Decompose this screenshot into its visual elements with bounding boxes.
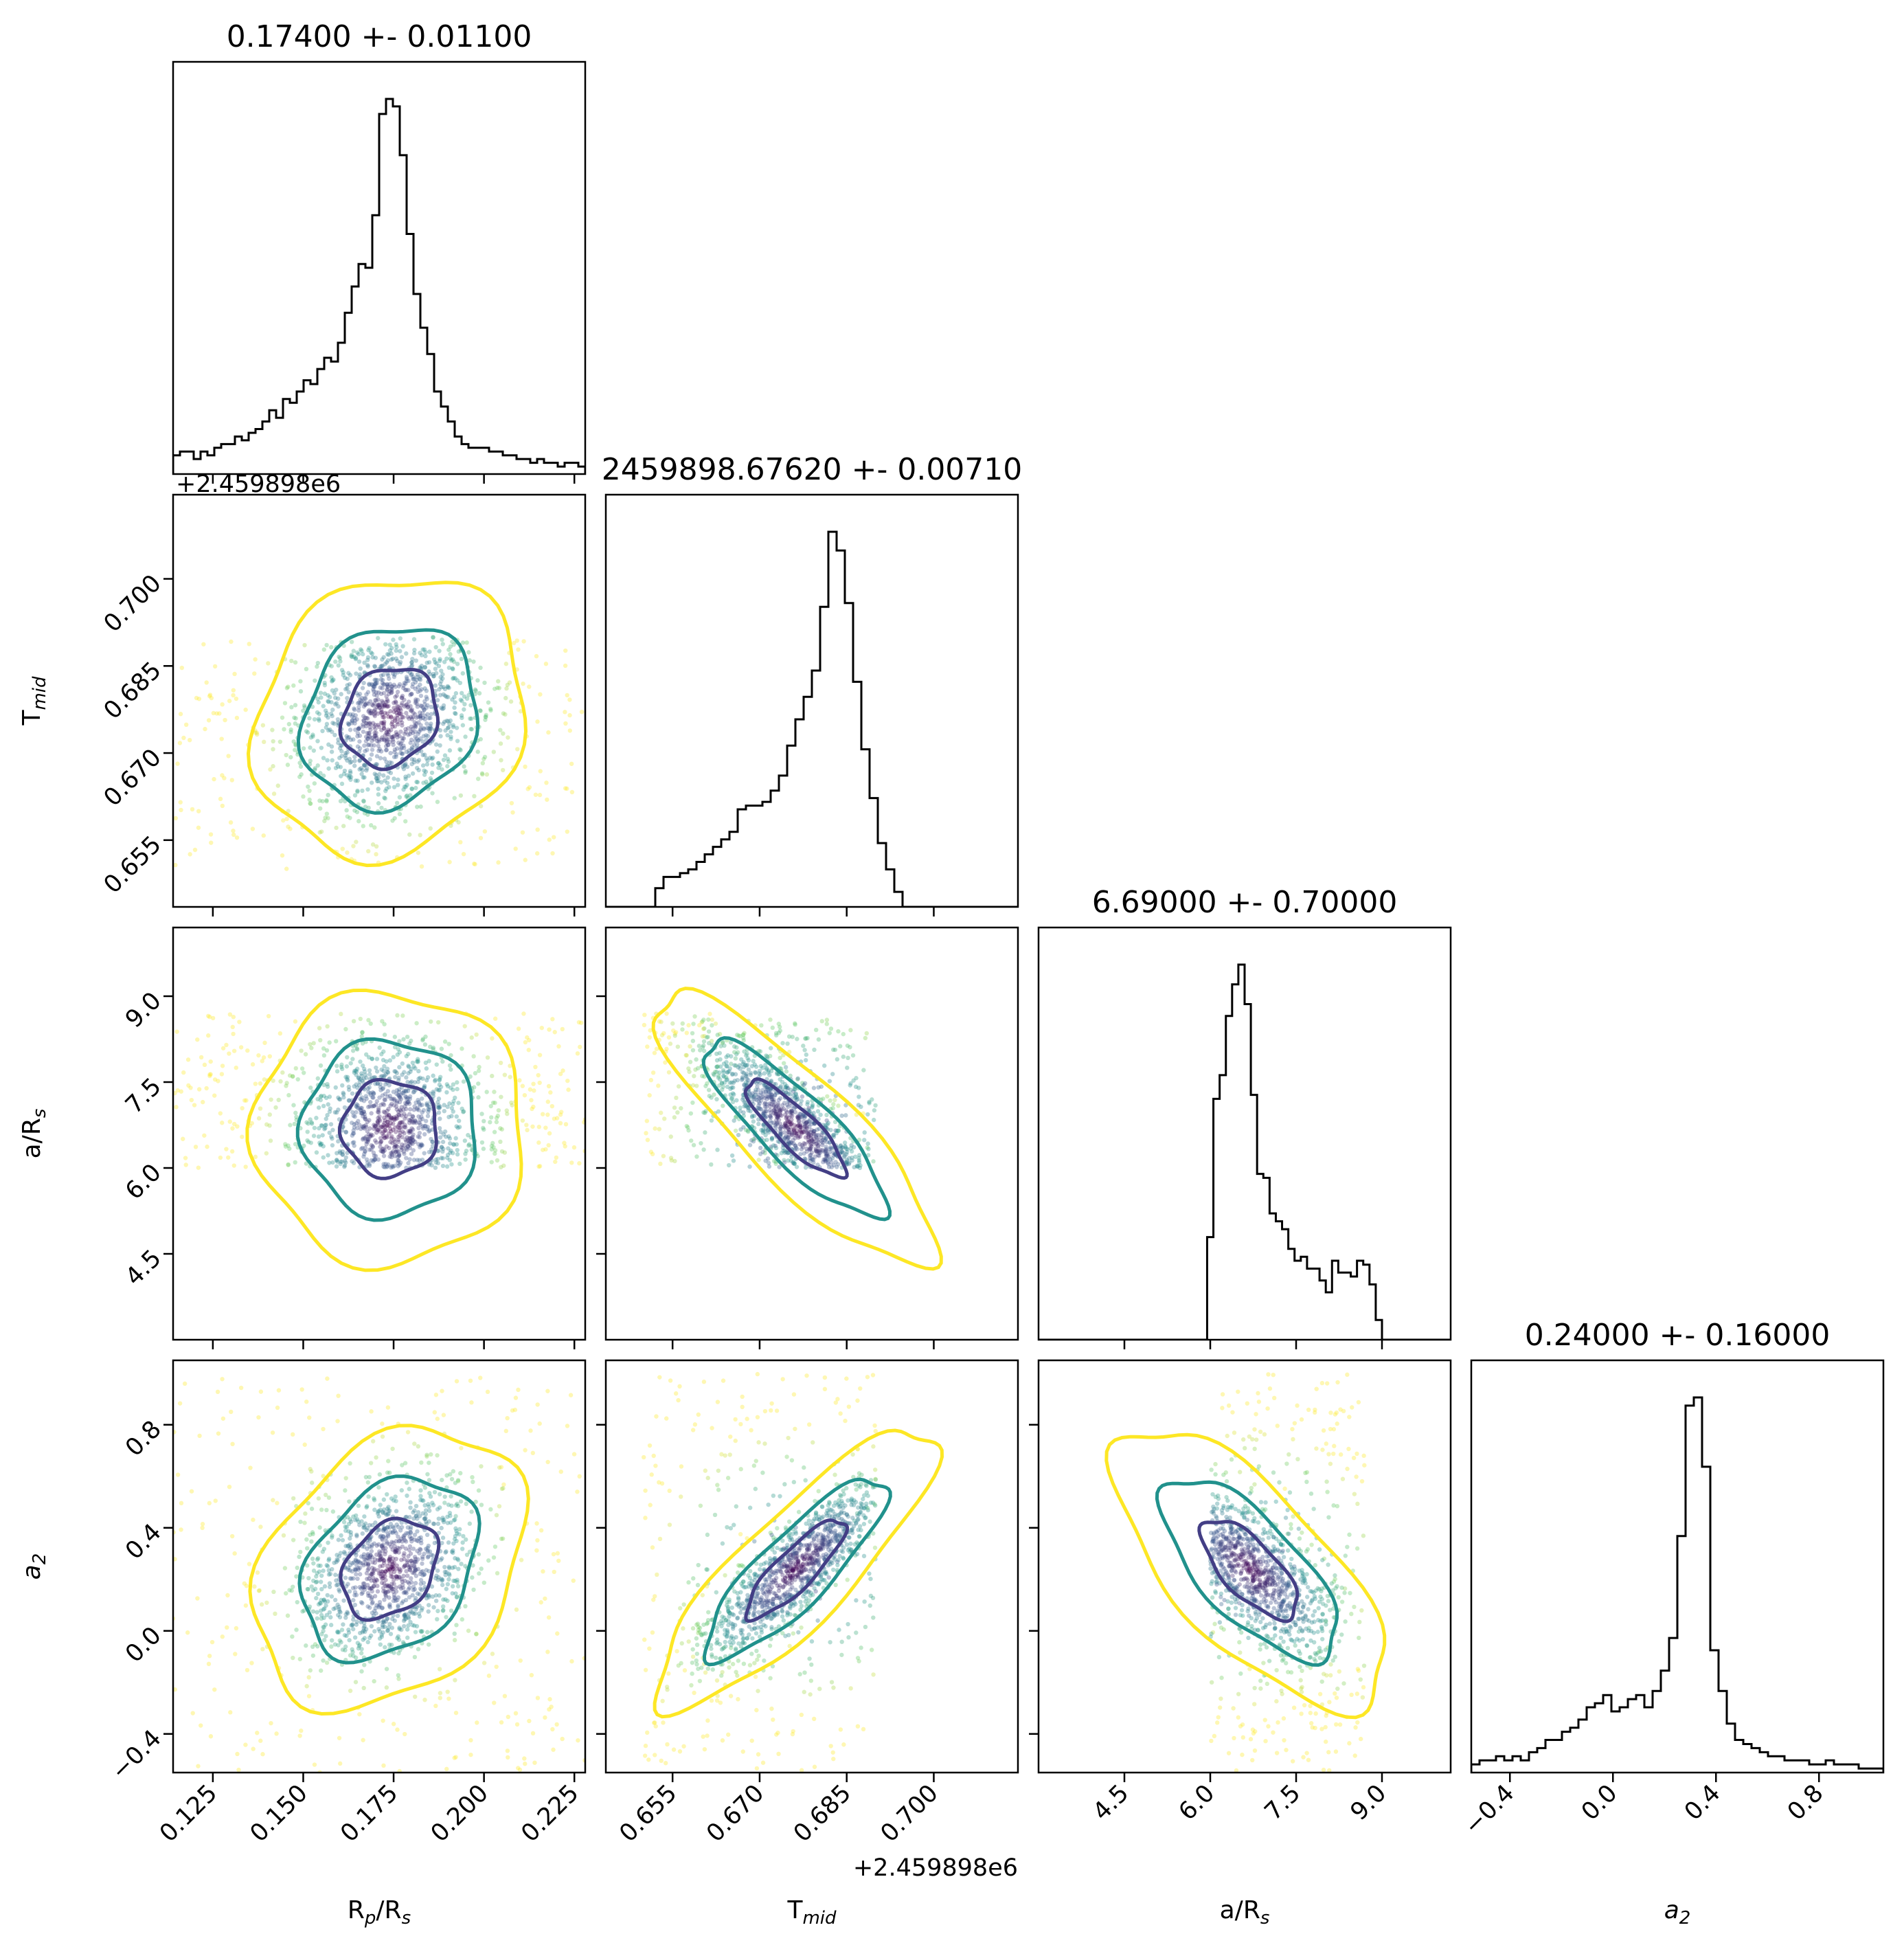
panel-ars-vs-ars <box>1037 926 1452 1349</box>
y-tick-label: −0.4 <box>106 1724 166 1785</box>
contour-level-3 <box>651 987 943 1271</box>
axes-frame <box>1037 926 1452 1341</box>
axes-frame <box>1037 1359 1452 1774</box>
y-tick-label: 0.670 <box>99 744 167 812</box>
panel-rp-vs-rp <box>172 60 587 484</box>
x-tick-label: 6.0 <box>1174 1779 1221 1826</box>
scatter-points-ars-vs-tmid <box>642 1011 878 1171</box>
y-offset-text-tmid: +2.459898e6 <box>176 471 341 498</box>
y-tick-label: 0.685 <box>99 657 167 725</box>
x-tick-label: 0.655 <box>614 1779 682 1847</box>
y-tick-label: 6.0 <box>120 1159 167 1206</box>
x-axis-label-a2: a2 <box>1664 1896 1691 1929</box>
axes-frame <box>172 60 587 475</box>
x-tick-label: 0.225 <box>516 1779 584 1847</box>
y-tick-label: 0.4 <box>120 1518 167 1565</box>
x-tick-label: 0.200 <box>426 1779 494 1847</box>
y-tick-label: 0.8 <box>120 1415 167 1462</box>
x-tick-label: 0.8 <box>1782 1779 1829 1826</box>
contour-level-1 <box>1197 1520 1300 1623</box>
histogram-ars <box>1039 963 1451 1340</box>
contour-level-2 <box>701 1036 892 1222</box>
histogram-a2 <box>1471 1396 1883 1773</box>
y-tick-label: 9.0 <box>120 987 167 1034</box>
panel-ars-vs-tmid <box>596 926 1019 1349</box>
panel-a2-vs-tmid <box>596 1359 1019 1782</box>
title-ars: 6.69000 +- 0.70000 <box>1092 885 1398 920</box>
panel-a2-vs-rp <box>163 1359 587 1782</box>
contour-level-3 <box>1104 1432 1387 1720</box>
y-axis-label-ars: a/Rs <box>18 1109 50 1159</box>
scatter-points-tmid-vs-rp <box>173 635 585 871</box>
scatter-points-ars-vs-rp <box>173 1011 585 1171</box>
x-tick-label: 0.700 <box>876 1779 944 1847</box>
scatter-points-a2-vs-tmid <box>641 1371 879 1773</box>
contour-level-2 <box>296 628 480 815</box>
x-tick-label: 9.0 <box>1346 1779 1392 1826</box>
y-axis-label-tmid: Tmid <box>18 676 50 726</box>
panel-ars-vs-rp <box>163 926 587 1349</box>
x-offset-text-tmid: +2.459898e6 <box>853 1854 1018 1882</box>
contour-level-2 <box>1155 1480 1339 1667</box>
panel-a2-vs-ars <box>1029 1359 1452 1782</box>
y-tick-label: 0.655 <box>99 831 167 899</box>
x-axis-label-ars: a/Rs <box>1220 1896 1270 1929</box>
contour-level-2 <box>297 1474 481 1665</box>
title-a2: 0.24000 +- 0.16000 <box>1525 1318 1831 1353</box>
scatter-points-a2-vs-rp <box>173 1375 585 1773</box>
contour-level-3 <box>248 1424 530 1716</box>
contour-level-3 <box>245 988 523 1272</box>
y-tick-label: 0.700 <box>99 570 167 638</box>
panel-tmid-vs-tmid <box>604 493 1019 917</box>
contour-level-1 <box>339 1516 441 1622</box>
contour-level-1 <box>338 667 440 772</box>
x-tick-label: 7.5 <box>1260 1779 1306 1826</box>
panel-tmid-vs-rp <box>163 493 587 917</box>
y-axis-label-a2: a2 <box>18 1553 50 1580</box>
contour-level-2 <box>702 1477 892 1667</box>
contour-level-3 <box>246 581 528 868</box>
x-tick-label: 0.4 <box>1679 1779 1726 1826</box>
y-tick-label: 0.0 <box>120 1621 167 1668</box>
x-tick-label: 0.125 <box>155 1779 223 1847</box>
axes-frame <box>172 493 587 908</box>
axes-frame <box>604 1359 1019 1774</box>
axes-frame <box>604 493 1019 908</box>
y-tick-label: 7.5 <box>120 1073 167 1120</box>
axes-frame <box>172 926 587 1341</box>
x-axis-label-tmid: Tmid <box>786 1896 837 1929</box>
contour-level-1 <box>744 1518 850 1623</box>
contour-level-2 <box>295 1037 477 1222</box>
axes-frame <box>1470 1359 1885 1774</box>
panel-a2-vs-a2 <box>1470 1359 1885 1782</box>
histogram-rp <box>173 98 585 474</box>
x-tick-label: 0.670 <box>701 1779 769 1847</box>
contour-level-3 <box>653 1428 944 1719</box>
scatter-points-a2-vs-ars <box>1208 1372 1367 1773</box>
title-rp: 0.17400 +- 0.01100 <box>227 19 532 54</box>
title-tmid: 2459898.67620 +- 0.00710 <box>602 452 1023 487</box>
axes-frame <box>172 1359 587 1774</box>
x-axis-label-rp: Rp/Rs <box>348 1896 411 1929</box>
x-tick-label: 0.175 <box>335 1779 403 1847</box>
y-tick-label: 4.5 <box>120 1245 167 1292</box>
x-tick-label: −0.4 <box>1459 1779 1519 1840</box>
x-tick-label: 0.685 <box>789 1779 857 1847</box>
histogram-tmid <box>606 530 1018 907</box>
contour-level-1 <box>743 1077 849 1180</box>
x-tick-label: 0.150 <box>245 1779 313 1847</box>
x-tick-label: 4.5 <box>1088 1779 1135 1826</box>
x-tick-label: 0.0 <box>1576 1779 1623 1826</box>
axes-frame <box>604 926 1019 1341</box>
contour-level-1 <box>337 1077 438 1180</box>
